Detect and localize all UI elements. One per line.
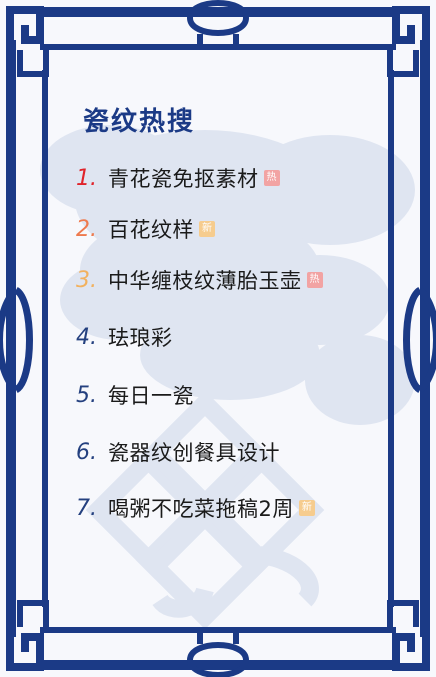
new-badge: 新 <box>298 500 315 516</box>
rank-number: 6. <box>76 439 97 465</box>
rank-number: 7. <box>76 495 97 521</box>
list-item[interactable]: 1. 青花瓷免抠素材 热 <box>76 162 280 194</box>
new-badge: 新 <box>199 221 215 237</box>
item-text: 百花纹样 <box>108 218 194 242</box>
item-text: 中华缠枝纹薄胎玉壶 <box>108 269 302 293</box>
list-item[interactable]: 3. 中华缠枝纹薄胎玉壶 热 <box>76 264 323 296</box>
hot-badge: 热 <box>306 272 323 288</box>
list-item[interactable]: 4. 珐琅彩 <box>76 321 173 353</box>
item-text: 喝粥不吃菜拖稿2周 <box>108 497 294 521</box>
item-text: 珐琅彩 <box>108 326 173 350</box>
rank-number: 1. <box>76 165 97 191</box>
rank-number: 5. <box>76 382 97 408</box>
list-item[interactable]: 6. 瓷器纹创餐具设计 <box>76 436 280 468</box>
item-text: 青花瓷免抠素材 <box>108 167 259 191</box>
peony-watermark-icon <box>40 125 415 425</box>
endless-knot-watermark-icon <box>85 390 325 630</box>
rank-number: 3. <box>76 267 97 293</box>
item-text: 每日一瓷 <box>108 384 194 408</box>
hot-badge: 热 <box>263 170 280 186</box>
list-item[interactable]: 7. 喝粥不吃菜拖稿2周 新 <box>76 492 315 524</box>
list-item[interactable]: 2. 百花纹样 新 <box>76 213 215 245</box>
item-text: 瓷器纹创餐具设计 <box>108 441 280 465</box>
list-item[interactable]: 5. 每日一瓷 <box>76 379 194 411</box>
page-title: 瓷纹热搜 <box>83 107 196 137</box>
rank-number: 2. <box>76 216 97 242</box>
rank-number: 4. <box>76 324 97 350</box>
